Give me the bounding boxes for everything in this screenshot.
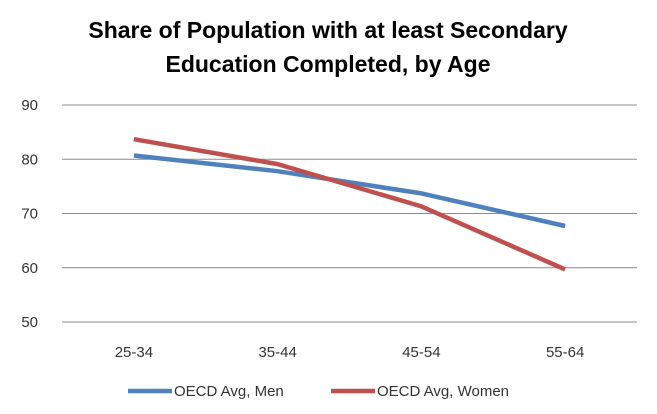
x-tick-label: 55-64 (546, 344, 584, 361)
y-tick-label: 90 (21, 97, 38, 114)
legend: OECD Avg, Men OECD Avg, Women (128, 383, 509, 400)
y-tick-label: 60 (21, 260, 38, 277)
x-axis-ticks: 25-34 35-44 45-54 55-64 (115, 344, 585, 361)
legend-label-1: OECD Avg, Women (377, 383, 509, 400)
x-tick-label: 35-44 (258, 344, 296, 361)
chart-title-line-2: Education Completed, by Age (165, 51, 490, 77)
y-axis-ticks: 50 60 70 80 90 (21, 97, 38, 331)
x-tick-label: 25-34 (115, 344, 153, 361)
y-tick-label: 50 (21, 314, 38, 331)
y-tick-label: 80 (21, 151, 38, 168)
gridlines (62, 104, 637, 323)
x-tick-label: 45-54 (402, 344, 440, 361)
series-line-0 (133, 153, 566, 229)
series-line-1 (133, 136, 567, 272)
y-tick-label: 70 (21, 206, 38, 223)
series-lines (133, 136, 567, 272)
chart-title-line-1: Share of Population with at least Second… (88, 17, 567, 43)
legend-label-0: OECD Avg, Men (174, 383, 284, 400)
